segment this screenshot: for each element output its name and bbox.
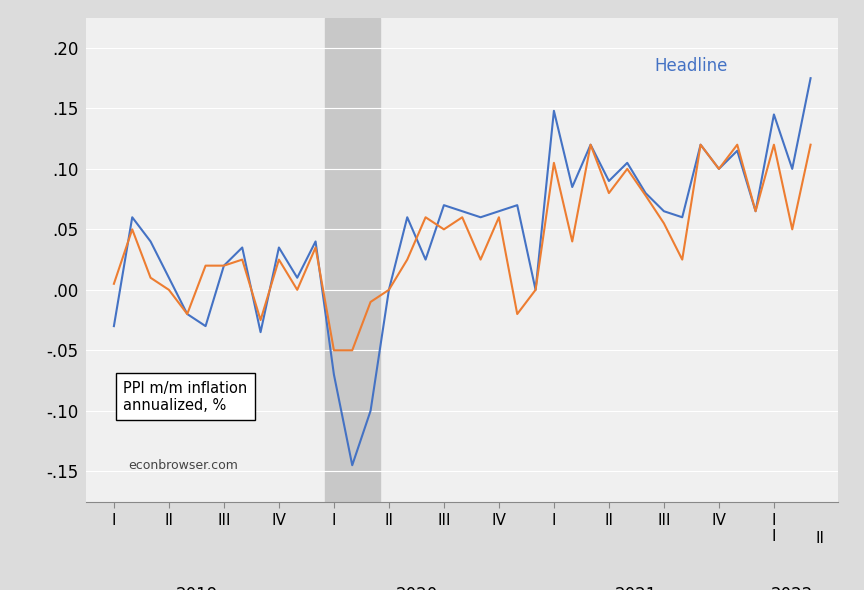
Text: 2021: 2021 (615, 586, 658, 590)
Text: econbrowser.com: econbrowser.com (129, 459, 238, 472)
Text: 2022: 2022 (771, 586, 813, 590)
Bar (325, 18, 380, 501)
Text: PPI m/m inflation
annualized, %: PPI m/m inflation annualized, % (123, 381, 247, 413)
Text: II: II (816, 530, 824, 546)
Text: 2020: 2020 (396, 586, 437, 590)
Text: Headline: Headline (655, 57, 728, 75)
Text: I: I (772, 529, 776, 545)
Text: 2019: 2019 (175, 586, 218, 590)
